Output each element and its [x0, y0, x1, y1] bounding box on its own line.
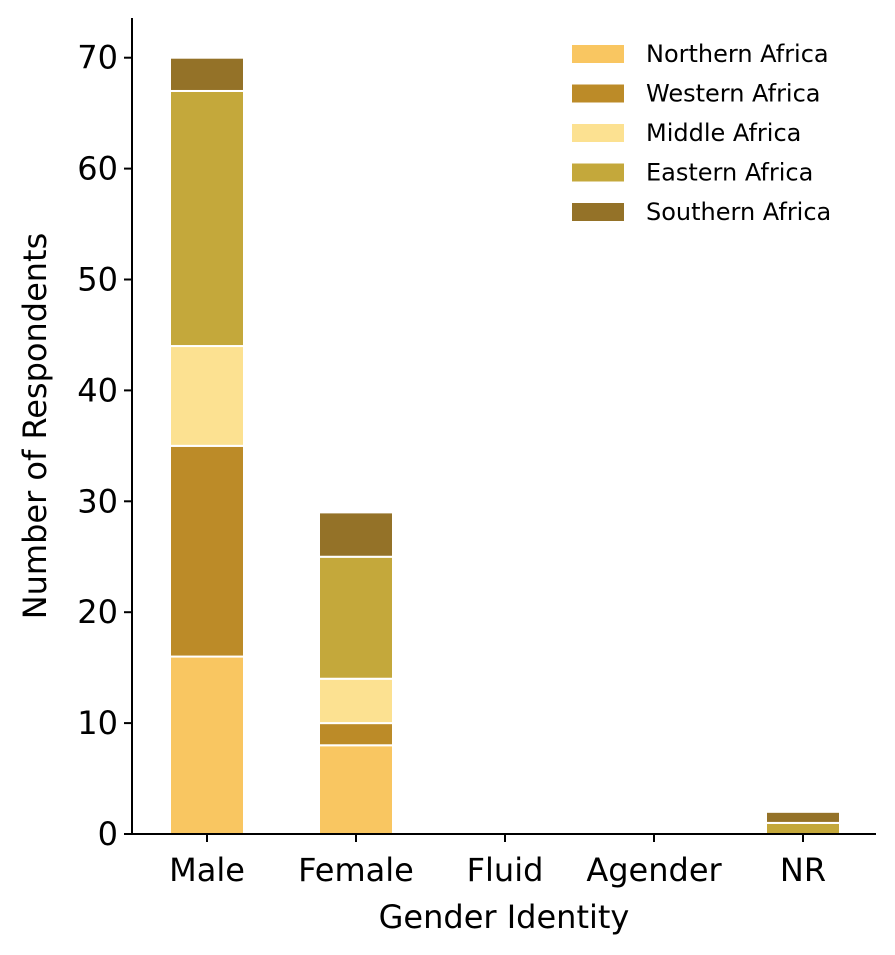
x-tick-label: Fluid: [467, 851, 544, 889]
y-tick-label: 40: [77, 371, 118, 409]
x-tick-label: Agender: [586, 851, 722, 889]
x-tick-label: NR: [780, 851, 826, 889]
y-tick-label: 60: [77, 150, 118, 188]
y-tick-label: 10: [77, 704, 118, 742]
legend-swatch: [572, 45, 624, 63]
legend-label: Southern Africa: [646, 198, 831, 226]
legend: Northern Africa Western Africa Middle Afri…: [572, 40, 831, 226]
bar-segment: [169, 89, 245, 348]
bar-segment: [169, 655, 245, 835]
y-tick-label: 0: [98, 815, 118, 853]
legend-label: Western Africa: [646, 80, 821, 108]
y-tick-label: 20: [77, 593, 118, 631]
legend-label: Eastern Africa: [646, 159, 813, 187]
bar-segment: [318, 722, 394, 747]
legend-label: Northern Africa: [646, 40, 829, 68]
bar-segment: [318, 555, 394, 680]
bar-segment: [318, 744, 394, 836]
y-tick-label: 30: [77, 482, 118, 520]
legend-swatch: [572, 124, 624, 142]
x-axis-title: Gender Identity: [379, 898, 630, 936]
bar-segment: [169, 56, 245, 92]
y-tick-label: 70: [77, 39, 118, 77]
x-ticks: Male Female Fluid Agender NR: [169, 834, 826, 889]
x-tick-label: Female: [298, 851, 414, 889]
y-ticks: 0 10 20 30 40 50 60 70: [77, 39, 132, 853]
legend-swatch: [572, 203, 624, 221]
legend-label: Middle Africa: [646, 119, 801, 147]
y-tick-label: 50: [77, 261, 118, 299]
legend-swatch: [572, 163, 624, 182]
bar-segment: [169, 345, 245, 447]
bar-segment: [318, 677, 394, 725]
legend-swatch: [572, 84, 624, 103]
x-tick-label: Male: [169, 851, 245, 889]
bar-segment: [765, 821, 841, 835]
bar-segment: [169, 444, 245, 658]
bar-segment: [318, 511, 394, 558]
y-axis-title: Number of Respondents: [16, 233, 54, 620]
bar-segment: [765, 810, 841, 824]
axes-layer: [131, 18, 876, 835]
bars-layer: [169, 56, 841, 836]
